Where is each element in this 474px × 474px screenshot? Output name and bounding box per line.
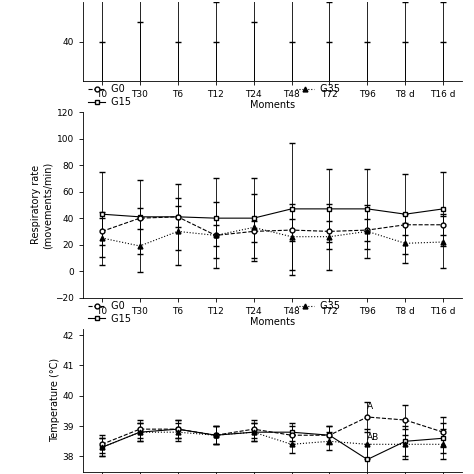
Legend:  G35: G35 (296, 301, 340, 311)
Text: A: A (367, 402, 374, 411)
Y-axis label: Respiratory rate
(movements/min): Respiratory rate (movements/min) (31, 161, 52, 248)
Text: AB: AB (367, 433, 380, 442)
X-axis label: Moments: Moments (250, 317, 295, 327)
Legend:  G35: G35 (296, 84, 340, 94)
Y-axis label: Temperature (°C): Temperature (°C) (50, 358, 60, 442)
X-axis label: Moments: Moments (250, 100, 295, 110)
